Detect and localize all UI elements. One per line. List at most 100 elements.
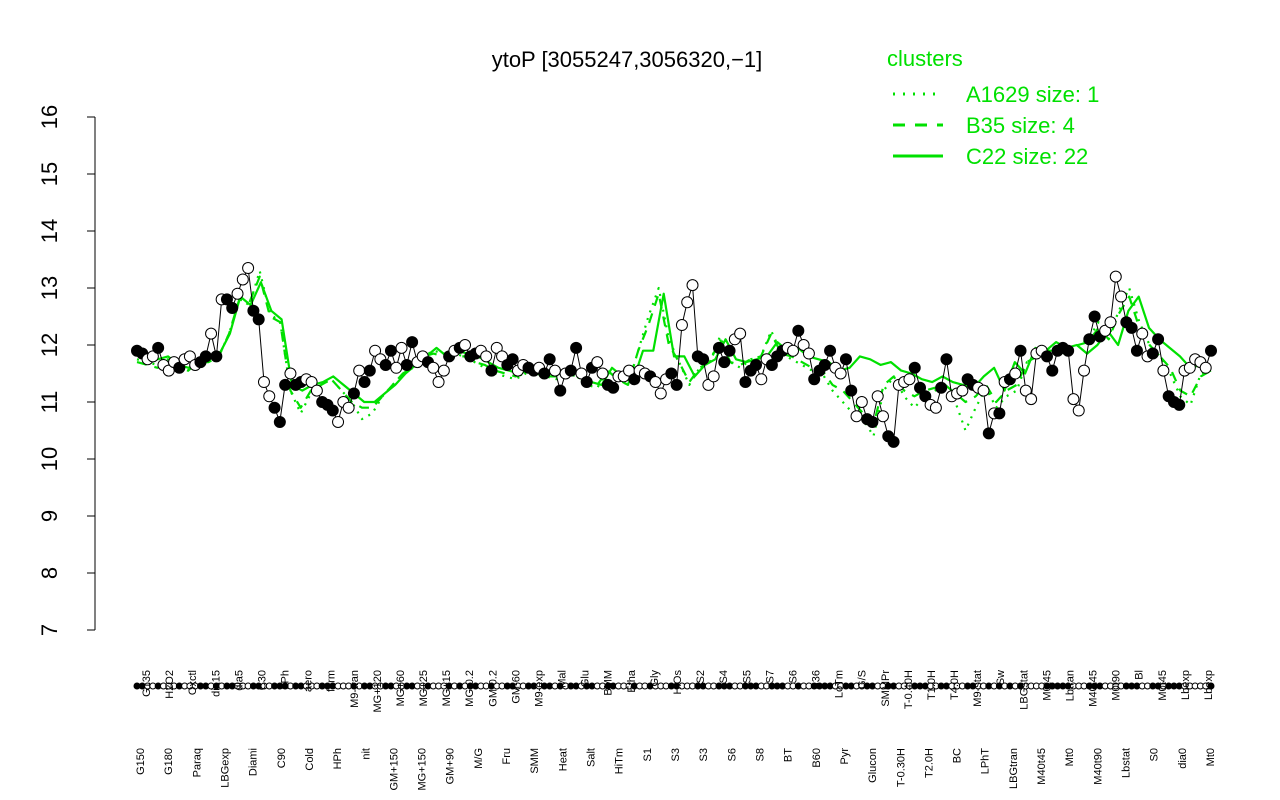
x-tick-label: LBGexp xyxy=(220,748,232,788)
data-point xyxy=(490,341,503,354)
x-tick-label: Pyr xyxy=(839,748,851,765)
y-tick-label: 9 xyxy=(37,510,62,522)
x-tick-label: Cold xyxy=(304,748,316,771)
x-tick-label: S2 xyxy=(695,670,707,683)
data-point xyxy=(607,381,620,394)
x-tick-label: BT xyxy=(783,748,795,762)
x-tick-label: MG+120 xyxy=(372,670,384,713)
data-point xyxy=(575,367,588,380)
data-point xyxy=(977,384,990,397)
data-point xyxy=(919,390,932,403)
data-point xyxy=(210,350,223,363)
rug-markers xyxy=(133,682,1215,690)
legend-title: clusters xyxy=(887,46,963,71)
data-point xyxy=(506,353,519,366)
x-tick-label: Diami xyxy=(248,748,260,776)
data-point xyxy=(152,341,165,354)
data-point xyxy=(427,361,440,374)
data-point xyxy=(485,364,498,377)
x-tick-label: Salt xyxy=(586,748,598,767)
data-point xyxy=(982,427,995,440)
x-tick-label: B36 xyxy=(811,670,823,690)
y-tick-label: 11 xyxy=(37,391,62,414)
data-point xyxy=(707,370,720,383)
x-tick-label: M40t45 xyxy=(1036,748,1048,785)
y-tick-label: 12 xyxy=(37,333,62,357)
x-tick-label: LoTm xyxy=(834,670,846,698)
data-point xyxy=(1014,344,1027,357)
x-tick-label: Lbexp xyxy=(1180,670,1192,700)
x-tick-label: ferm xyxy=(326,670,338,692)
data-point xyxy=(1062,344,1075,357)
data-point xyxy=(876,410,889,423)
data-point xyxy=(903,373,916,386)
data-point xyxy=(1130,344,1143,357)
x-tick-label: T-0.40H xyxy=(903,670,915,709)
data-point xyxy=(681,296,694,309)
x-tick-label: Mt0 xyxy=(1205,748,1217,766)
data-point xyxy=(183,350,196,363)
x-tick-label: B60 xyxy=(811,748,823,768)
data-point xyxy=(1040,350,1053,363)
data-point xyxy=(686,279,699,292)
x-tick-label: S0 xyxy=(1149,748,1161,761)
x-tick-label: SMMPr xyxy=(880,670,892,707)
data-point xyxy=(353,364,366,377)
data-point xyxy=(146,350,159,363)
data-point xyxy=(750,358,763,371)
data-point xyxy=(871,390,884,403)
x-tick-label: M9-stat xyxy=(972,670,984,707)
data-point xyxy=(538,367,551,380)
y-tick-label: 10 xyxy=(37,447,62,471)
x-tick-label: LPhT xyxy=(980,748,992,775)
x-tick-label: Lbtran xyxy=(1065,670,1077,701)
data-point xyxy=(342,401,355,414)
x-tick-label: GM+150 xyxy=(388,748,400,791)
data-point xyxy=(205,327,218,340)
x-tick-label: MG+25 xyxy=(418,670,430,706)
data-point xyxy=(628,373,641,386)
chart-title: ytoP [3055247,3056320,−1] xyxy=(492,47,763,72)
x-tick-label: Bl xyxy=(1134,670,1146,680)
data-point xyxy=(818,358,831,371)
data-point xyxy=(347,387,360,400)
data-point xyxy=(570,341,583,354)
data-point xyxy=(580,376,593,389)
x-tick-label: T-0.30H xyxy=(895,748,907,787)
legend-entry-b35: B35 size: 4 xyxy=(966,113,1075,138)
data-point xyxy=(273,415,286,428)
x-tick-label: S8 xyxy=(755,748,767,761)
x-tick-label: Paraq xyxy=(191,748,203,777)
data-point xyxy=(1046,364,1059,377)
x-tick-label: M9-tran xyxy=(349,670,361,708)
data-point xyxy=(1173,398,1186,411)
x-tick-label: C30 xyxy=(256,670,268,690)
x-tick-label: dia0 xyxy=(1177,748,1189,769)
x-tick-label: T1.0H xyxy=(926,670,938,700)
x-tick-label: Etha xyxy=(626,669,638,693)
data-point xyxy=(543,353,556,366)
x-tick-label: BC xyxy=(952,748,964,763)
data-point xyxy=(596,367,609,380)
data-point xyxy=(554,384,567,397)
x-tick-label: S6 xyxy=(787,670,799,683)
x-tick-label: G150 xyxy=(135,748,147,775)
y-tick-label: 8 xyxy=(37,567,62,579)
data-point xyxy=(548,364,561,377)
x-tick-label: MG+150 xyxy=(417,748,429,791)
data-point xyxy=(437,364,450,377)
data-point xyxy=(702,378,715,391)
data-point xyxy=(257,376,270,389)
x-tick-label: S3 xyxy=(698,748,710,761)
x-tick-label: G/S xyxy=(857,670,869,689)
x-tick-label: LBGstat xyxy=(1018,670,1030,710)
data-point xyxy=(252,313,265,326)
data-point xyxy=(734,327,747,340)
data-point xyxy=(787,344,800,357)
data-point xyxy=(390,361,403,374)
data-point xyxy=(1088,310,1101,323)
x-tick-label: nit xyxy=(360,748,372,760)
x-tick-label: M0t45 xyxy=(1041,670,1053,701)
data-point xyxy=(802,347,815,360)
